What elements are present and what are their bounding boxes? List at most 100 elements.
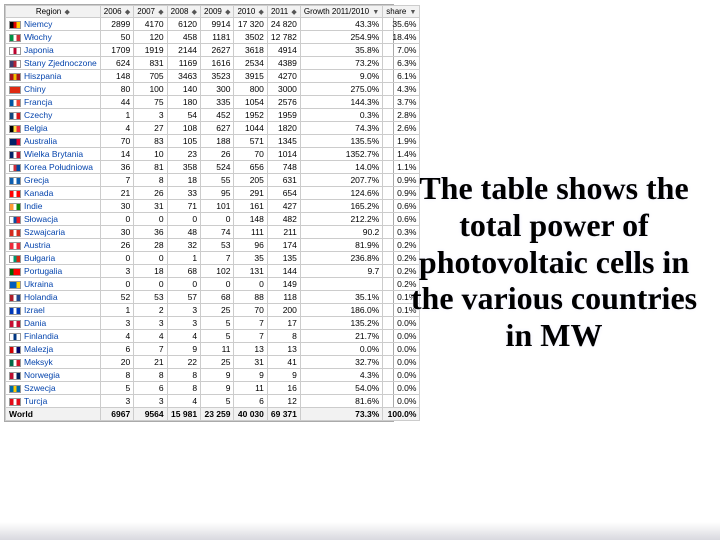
- column-header[interactable]: Growth 2011/2010 ▼: [300, 6, 382, 18]
- region-cell[interactable]: Francja: [6, 96, 101, 109]
- region-label: Malezja: [24, 344, 53, 354]
- value-cell: 9914: [201, 18, 234, 31]
- region-label: Grecja: [24, 175, 49, 185]
- region-cell[interactable]: Niemcy: [6, 18, 101, 31]
- region-cell[interactable]: Norwegia: [6, 369, 101, 382]
- column-header[interactable]: 2007 ◆: [134, 6, 167, 18]
- value-cell: 135.5%: [300, 135, 382, 148]
- region-cell[interactable]: Hiszpania: [6, 70, 101, 83]
- region-cell[interactable]: Włochy: [6, 31, 101, 44]
- region-cell[interactable]: Australia: [6, 135, 101, 148]
- region-cell[interactable]: Meksyk: [6, 356, 101, 369]
- flag-icon: [9, 385, 21, 393]
- value-cell: 40 030: [234, 408, 267, 421]
- value-cell: 108: [167, 122, 200, 135]
- region-label: Słowacja: [24, 214, 58, 224]
- value-cell: 81.6%: [300, 395, 382, 408]
- value-cell: 111: [234, 226, 267, 239]
- value-cell: 300: [201, 83, 234, 96]
- region-cell[interactable]: Stany Zjednoczone: [6, 57, 101, 70]
- value-cell: 4: [167, 330, 200, 343]
- table-row: Portugalia318681021311449.70.2%: [6, 265, 420, 278]
- flag-icon: [9, 346, 21, 354]
- value-cell: 0.0%: [383, 356, 420, 369]
- value-cell: 2534: [234, 57, 267, 70]
- value-cell: 174: [267, 239, 300, 252]
- value-cell: 5: [201, 317, 234, 330]
- value-cell: 236.8%: [300, 252, 382, 265]
- sort-icon: ◆: [64, 8, 69, 16]
- region-label: Korea Południowa: [24, 162, 93, 172]
- region-label: Finlandia: [24, 331, 59, 341]
- value-cell: 211: [267, 226, 300, 239]
- table-row: Włochy501204581181350212 782254.9%18.4%: [6, 31, 420, 44]
- value-cell: 20: [100, 356, 133, 369]
- region-cell[interactable]: Malezja: [6, 343, 101, 356]
- value-cell: 102: [201, 265, 234, 278]
- column-header[interactable]: 2006 ◆: [100, 6, 133, 18]
- region-cell[interactable]: Belgia: [6, 122, 101, 135]
- column-header[interactable]: 2009 ◆: [201, 6, 234, 18]
- region-cell[interactable]: Izrael: [6, 304, 101, 317]
- value-cell: 75: [134, 96, 167, 109]
- value-cell: 21.7%: [300, 330, 382, 343]
- value-cell: 100.0%: [383, 408, 420, 421]
- value-cell: 452: [201, 109, 234, 122]
- region-cell[interactable]: Japonia: [6, 44, 101, 57]
- region-cell[interactable]: Chiny: [6, 83, 101, 96]
- flag-icon: [9, 86, 21, 94]
- region-cell[interactable]: Ukraina: [6, 278, 101, 291]
- value-cell: 4: [100, 122, 133, 135]
- value-cell: 0: [100, 278, 133, 291]
- region-cell[interactable]: Słowacja: [6, 213, 101, 226]
- region-cell[interactable]: Korea Południowa: [6, 161, 101, 174]
- table-row: Grecja781855205631207.7%0.9%: [6, 174, 420, 187]
- sort-icon: ◆: [192, 8, 197, 16]
- column-header[interactable]: 2008 ◆: [167, 6, 200, 18]
- value-cell: 17: [267, 317, 300, 330]
- region-cell[interactable]: Holandia: [6, 291, 101, 304]
- region-cell[interactable]: Portugalia: [6, 265, 101, 278]
- flag-icon: [9, 112, 21, 120]
- value-cell: 18: [134, 265, 167, 278]
- region-cell[interactable]: Dania: [6, 317, 101, 330]
- value-cell: 9.0%: [300, 70, 382, 83]
- value-cell: 4389: [267, 57, 300, 70]
- column-header[interactable]: 2011 ◆: [267, 6, 300, 18]
- column-header[interactable]: Region ◆: [6, 6, 101, 18]
- region-cell[interactable]: Austria: [6, 239, 101, 252]
- value-cell: 1345: [267, 135, 300, 148]
- region-label: Norwegia: [24, 370, 60, 380]
- region-label: Chiny: [24, 84, 46, 94]
- value-cell: 144: [267, 265, 300, 278]
- value-cell: 831: [134, 57, 167, 70]
- flag-icon: [9, 164, 21, 172]
- flag-icon: [9, 177, 21, 185]
- region-cell[interactable]: Czechy: [6, 109, 101, 122]
- flag-icon: [9, 151, 21, 159]
- region-cell[interactable]: Szwecja: [6, 382, 101, 395]
- region-cell[interactable]: Turcja: [6, 395, 101, 408]
- region-label: Hiszpania: [24, 71, 61, 81]
- value-cell: 70: [234, 148, 267, 161]
- column-header[interactable]: share ▼: [383, 6, 420, 18]
- region-cell[interactable]: Grecja: [6, 174, 101, 187]
- table-row: Chiny801001403008003000275.0%4.3%: [6, 83, 420, 96]
- column-header[interactable]: 2010 ◆: [234, 6, 267, 18]
- flag-icon: [9, 99, 21, 107]
- value-cell: 148: [100, 70, 133, 83]
- value-cell: 358: [167, 161, 200, 174]
- table-row: Belgia4271086271044182074.3%2.6%: [6, 122, 420, 135]
- region-cell[interactable]: Bułgaria: [6, 252, 101, 265]
- region-cell[interactable]: Finlandia: [6, 330, 101, 343]
- region-cell[interactable]: Wielka Brytania: [6, 148, 101, 161]
- region-label: Stany Zjednoczone: [24, 58, 97, 68]
- value-cell: 3: [134, 395, 167, 408]
- value-cell: 3: [100, 395, 133, 408]
- region-cell[interactable]: Indie: [6, 200, 101, 213]
- value-cell: 8: [167, 369, 200, 382]
- region-cell[interactable]: Szwajcaria: [6, 226, 101, 239]
- table-row: Malezja6791113130.0%0.0%: [6, 343, 420, 356]
- region-cell[interactable]: Kanada: [6, 187, 101, 200]
- value-cell: 0.0%: [383, 369, 420, 382]
